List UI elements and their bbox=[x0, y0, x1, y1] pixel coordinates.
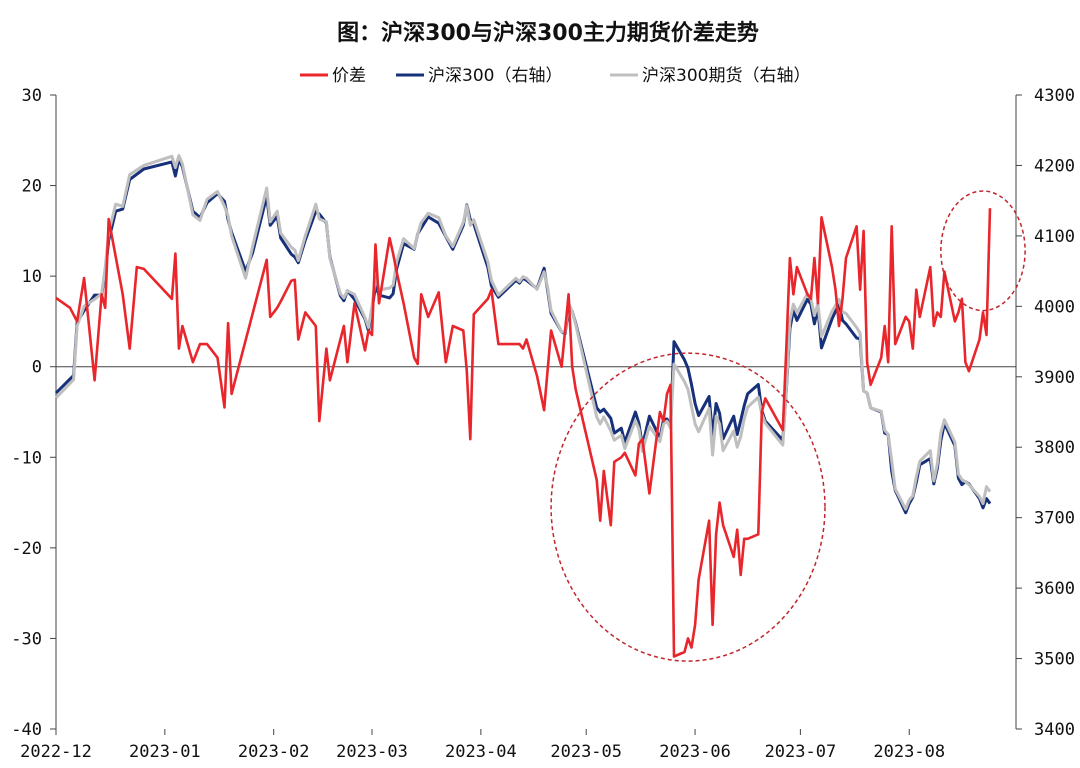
right-y-tick-label: 4100 bbox=[1034, 227, 1075, 247]
right-y-tick-label: 3700 bbox=[1034, 509, 1075, 529]
right-y-tick-label: 4200 bbox=[1034, 156, 1075, 176]
legend: 价差 沪深300（右轴） 沪深300期货（右轴） bbox=[300, 66, 810, 86]
legend-label-0: 价差 bbox=[332, 66, 366, 86]
legend-label-2: 沪深300期货（右轴） bbox=[642, 66, 810, 86]
left-y-tick-label: 20 bbox=[22, 177, 42, 197]
legend-label-1: 沪深300（右轴） bbox=[428, 66, 562, 86]
right-y-tick-label: 4000 bbox=[1034, 297, 1075, 317]
right-y-tick-label: 3500 bbox=[1034, 650, 1075, 670]
left-y-tick-label: 0 bbox=[32, 358, 42, 378]
right-y-tick-label: 3400 bbox=[1034, 720, 1075, 740]
series-line-2 bbox=[54, 154, 992, 511]
right-y-ticks: 3400 3500 3600 3700 3800 3900 4000 4100 4200 4300 bbox=[1016, 86, 1075, 740]
x-ticks: 2022-12 2023-01 2023-02 2023-03 2023-04 2023-… bbox=[20, 729, 945, 762]
axes bbox=[55, 95, 1017, 729]
x-tick-label: 2023-01 bbox=[129, 742, 201, 762]
x-tick-label: 2023-03 bbox=[336, 742, 408, 762]
chart-title: 图：沪深300与沪深300主力期货价差走势 bbox=[337, 20, 759, 46]
series-line-1 bbox=[54, 157, 992, 515]
x-tick-label: 2023-07 bbox=[765, 742, 837, 762]
right-y-tick-label: 3600 bbox=[1034, 579, 1075, 599]
left-y-tick-label: 30 bbox=[22, 86, 42, 106]
highlight-ellipse-1 bbox=[940, 190, 1026, 312]
x-tick-label: 2022-12 bbox=[20, 742, 92, 762]
x-tick-label: 2023-02 bbox=[238, 742, 310, 762]
left-y-tick-label: -30 bbox=[11, 629, 42, 649]
left-y-tick-label: 10 bbox=[22, 267, 42, 287]
right-y-tick-label: 3900 bbox=[1034, 368, 1075, 388]
left-y-tick-label: -40 bbox=[11, 720, 42, 740]
x-tick-label: 2023-06 bbox=[659, 742, 731, 762]
x-tick-label: 2023-04 bbox=[445, 742, 517, 762]
series-layer bbox=[54, 154, 992, 658]
left-y-tick-label: -10 bbox=[11, 448, 42, 468]
left-y-ticks: -40 -30 -20 -10 0 10 20 30 bbox=[11, 86, 56, 740]
right-y-tick-label: 4300 bbox=[1034, 86, 1075, 106]
highlight-ellipse-0 bbox=[550, 352, 826, 662]
series-line-0 bbox=[55, 208, 992, 658]
left-y-tick-label: -20 bbox=[11, 539, 42, 559]
x-tick-label: 2023-05 bbox=[550, 742, 622, 762]
x-tick-label: 2023-08 bbox=[873, 742, 945, 762]
annotation-layer bbox=[550, 190, 1026, 662]
right-y-tick-label: 3800 bbox=[1034, 438, 1075, 458]
